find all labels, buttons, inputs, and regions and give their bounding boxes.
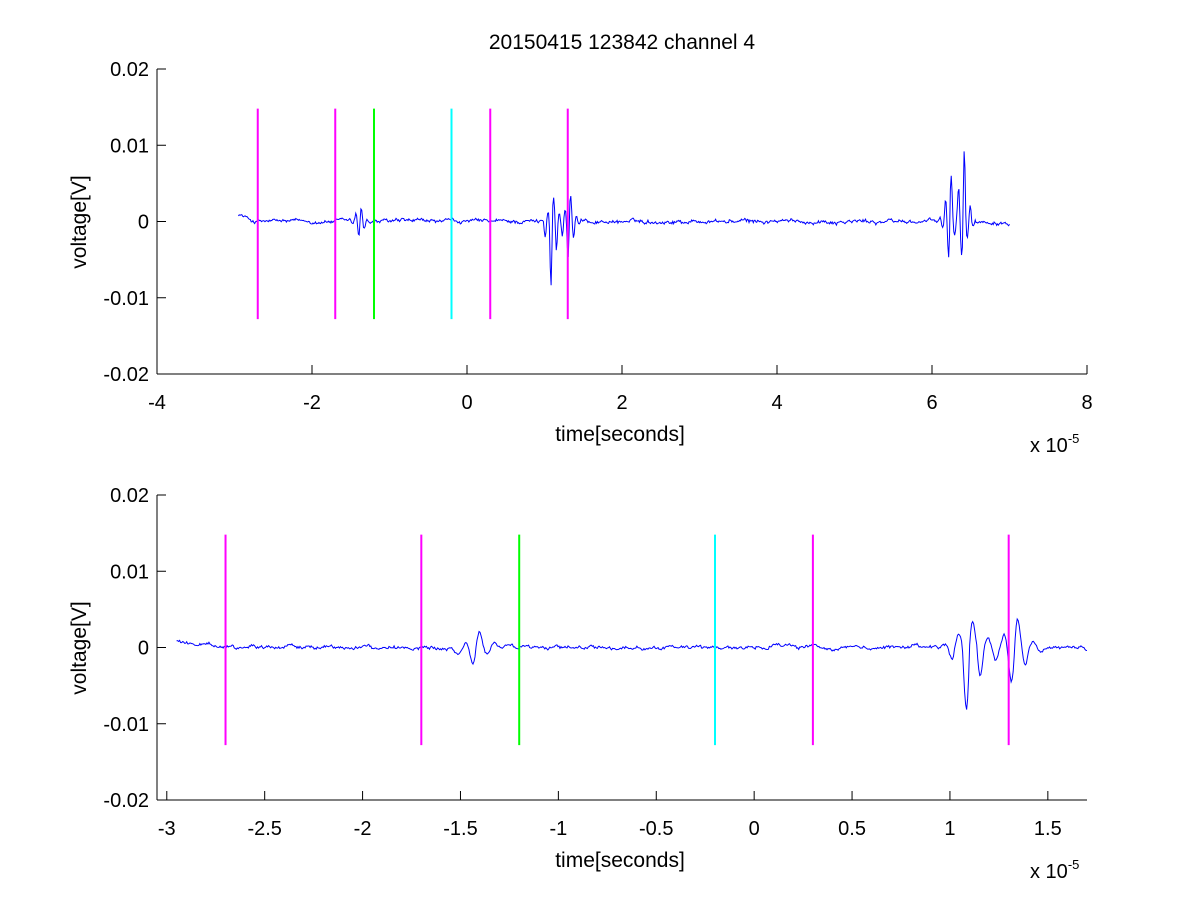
bottom-plot-y-ticks: 0.02 0.01 0 -0.01 -0.02 — [103, 485, 166, 812]
bottom-plot-x-exponent: x 10-5 — [1030, 857, 1079, 883]
bottom-plot-x-tick-label: 1.5 — [1034, 818, 1062, 840]
top-plot-x-exponent-base: x 10 — [1030, 435, 1068, 457]
top-plot-marker-lines — [256, 108, 569, 320]
bottom-plot-x-tick-label: -0.5 — [639, 818, 673, 840]
top-plot-x-exponent-power: -5 — [1068, 431, 1080, 446]
top-plot-x-tick-label: 0 — [461, 392, 472, 414]
top-plot-y-axis-label: voltage[V] — [68, 175, 91, 268]
top-plot-x-tick-label: -4 — [148, 392, 166, 414]
top-plot-x-tick-label: 4 — [771, 392, 782, 414]
bottom-plot-x-tick-label: 0 — [749, 818, 760, 840]
top-plot-y-tick-label: -0.02 — [103, 364, 149, 386]
top-plot-voltage-trace — [238, 151, 1010, 286]
bottom-plot-x-tick-label: -1.5 — [443, 818, 477, 840]
top-plot-x-tick-label: 2 — [616, 392, 627, 414]
top-plot-y-tick-label: 0.01 — [110, 135, 149, 157]
bottom-plot-x-exponent-base: x 10 — [1030, 861, 1068, 883]
bottom-plot-y-tick-label: -0.02 — [103, 790, 149, 812]
bottom-plot-x-tick-label: -2.5 — [247, 818, 281, 840]
top-plot-y-tick-label: -0.01 — [103, 288, 149, 310]
top-plot-x-tick-label: 6 — [926, 392, 937, 414]
top-plot-y-tick-label: 0 — [138, 212, 149, 234]
top-plot: -4 -2 0 2 4 6 8 0.02 0.01 0 -0.01 -0.02 time[secon… — [68, 59, 1093, 457]
top-plot-y-ticks: 0.02 0.01 0 -0.01 -0.02 — [103, 59, 166, 386]
bottom-plot-x-ticks: -3 -2.5 -2 -1.5 -1 -0.5 0 0.5 1 1.5 — [158, 791, 1062, 840]
top-plot-x-axis-label: time[seconds] — [555, 423, 685, 446]
top-plot-x-ticks: -4 -2 0 2 4 6 8 — [148, 365, 1093, 414]
top-plot-series-lines — [238, 151, 1010, 286]
bottom-plot-y-tick-label: 0.01 — [110, 561, 149, 583]
figure-title: 20150415 123842 channel 4 — [489, 31, 756, 54]
bottom-plot-x-tick-label: -2 — [354, 818, 372, 840]
bottom-plot-x-tick-label: -3 — [158, 818, 176, 840]
top-plot-x-tick-label: 8 — [1081, 392, 1092, 414]
bottom-plot-marker-lines — [224, 534, 1010, 746]
top-plot-x-tick-label: -2 — [303, 392, 321, 414]
bottom-plot-x-tick-label: 1 — [944, 818, 955, 840]
bottom-plot-x-axis-label: time[seconds] — [555, 849, 685, 872]
bottom-plot-x-exponent-power: -5 — [1068, 857, 1080, 872]
top-plot-x-exponent: x 10-5 — [1030, 431, 1079, 457]
bottom-plot-y-tick-label: -0.01 — [103, 714, 149, 736]
bottom-plot: -3 -2.5 -2 -1.5 -1 -0.5 0 0.5 1 1.5 0.02 0.01 0 -0.0… — [68, 485, 1088, 883]
top-plot-y-tick-label: 0.02 — [110, 59, 149, 81]
bottom-plot-series-lines — [176, 617, 1088, 710]
bottom-plot-voltage-trace — [176, 617, 1088, 710]
bottom-plot-y-axis-label: voltage[V] — [68, 601, 91, 694]
bottom-plot-x-tick-label: 0.5 — [838, 818, 866, 840]
bottom-plot-x-tick-label: -1 — [549, 818, 567, 840]
bottom-plot-y-tick-label: 0 — [138, 638, 149, 660]
bottom-plot-y-tick-label: 0.02 — [110, 485, 149, 507]
